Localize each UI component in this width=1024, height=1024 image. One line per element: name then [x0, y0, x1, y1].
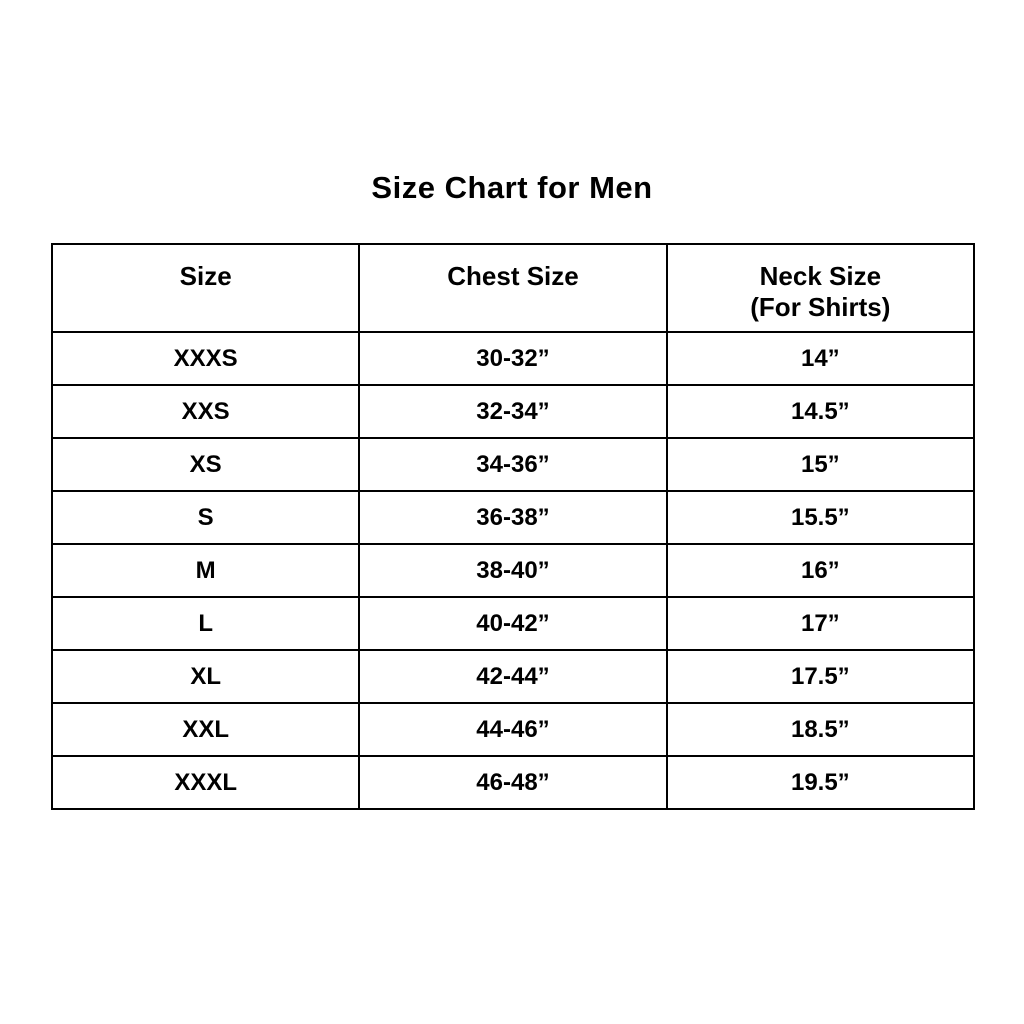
table-row: XXXL 46-48” 19.5” [50, 755, 976, 810]
chest-size-cell: 42-44” [358, 649, 668, 704]
table-row: XXXS 30-32” 14” [50, 331, 976, 386]
neck-size-cell: 19.5” [665, 755, 976, 810]
size-cell: L [50, 596, 361, 651]
size-cell: XL [50, 649, 361, 704]
chest-size-cell: 36-38” [358, 490, 668, 545]
table-row: XL 42-44” 17.5” [50, 649, 976, 704]
column-header-size: Size [50, 243, 361, 333]
neck-size-cell: 15” [665, 437, 976, 492]
table-row: XS 34-36” 15” [50, 437, 976, 492]
neck-size-cell: 14.5” [665, 384, 976, 439]
size-cell: XXXS [50, 331, 361, 386]
table-row: XXL 44-46” 18.5” [50, 702, 976, 757]
chest-size-cell: 44-46” [358, 702, 668, 757]
chest-size-cell: 34-36” [358, 437, 668, 492]
table-row: XXS 32-34” 14.5” [50, 384, 976, 439]
page-title: Size Chart for Men [371, 170, 653, 205]
column-header-chest-size: Chest Size [358, 243, 668, 333]
size-chart-table: Size Chest Size Neck Size (For Shirts) X… [50, 243, 976, 810]
neck-size-cell: 17” [665, 596, 976, 651]
chest-size-cell: 30-32” [358, 331, 668, 386]
size-cell: XS [50, 437, 361, 492]
table-row: L 40-42” 17” [50, 596, 976, 651]
size-cell: XXS [50, 384, 361, 439]
chest-size-cell: 32-34” [358, 384, 668, 439]
neck-size-cell: 16” [665, 543, 976, 598]
size-cell: M [50, 543, 361, 598]
column-header-neck-label-line2: (For Shirts) [750, 292, 891, 322]
size-cell: XXXL [50, 755, 361, 810]
chest-size-cell: 46-48” [358, 755, 668, 810]
column-header-chest-label: Chest Size [447, 261, 579, 291]
size-cell: S [50, 490, 361, 545]
column-header-neck-size: Neck Size (For Shirts) [665, 243, 976, 333]
column-header-neck-label-line1: Neck Size [759, 261, 882, 291]
chest-size-cell: 38-40” [358, 543, 668, 598]
neck-size-cell: 18.5” [665, 702, 976, 757]
chest-size-cell: 40-42” [358, 596, 668, 651]
neck-size-cell: 15.5” [665, 490, 976, 545]
table-row: S 36-38” 15.5” [50, 490, 976, 545]
size-cell: XXL [50, 702, 361, 757]
neck-size-cell: 14” [665, 331, 976, 386]
neck-size-cell: 17.5” [665, 649, 976, 704]
table-row: M 38-40” 16” [50, 543, 976, 598]
table-header-row: Size Chest Size Neck Size (For Shirts) [50, 243, 976, 333]
column-header-size-label: Size [179, 261, 232, 291]
